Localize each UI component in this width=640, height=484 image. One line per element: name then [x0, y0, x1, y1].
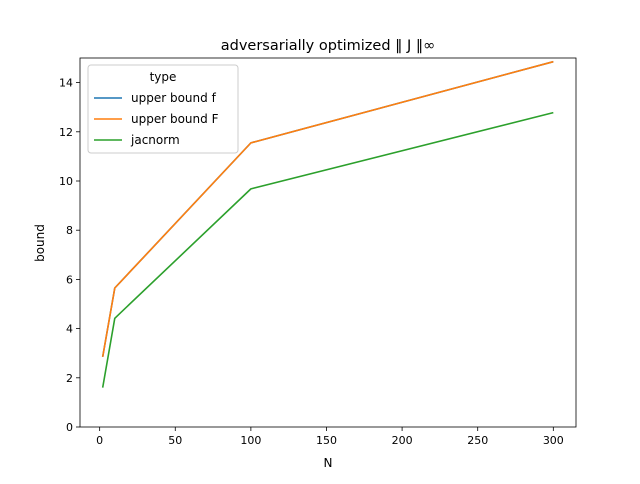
y-tick-label: 6: [66, 273, 73, 286]
y-axis: 0 2 4 6 8 10 12 14: [59, 77, 80, 434]
series-line-2: [101, 111, 554, 388]
plot-frame: [79, 57, 577, 428]
y-tick-label: 2: [66, 372, 73, 385]
x-tick-label: 300: [543, 434, 564, 447]
chart-title: adversarially optimized ‖ J ‖∞: [221, 38, 435, 54]
x-tick-label: 250: [467, 434, 488, 447]
y-tick-label: 8: [66, 224, 73, 237]
legend-label: jacnorm: [130, 133, 180, 147]
x-tick-label: 0: [96, 434, 103, 447]
legend-label: upper bound f: [131, 91, 217, 105]
x-axis-label: N: [324, 456, 333, 470]
y-tick-label: 0: [66, 421, 73, 434]
y-tick-label: 10: [59, 175, 73, 188]
y-tick-label: 4: [66, 323, 73, 336]
x-tick-label: 150: [316, 434, 337, 447]
y-axis-label: bound: [33, 224, 47, 262]
legend-title: type: [150, 70, 177, 84]
x-axis: 0 50 100 150 200 250 300: [96, 427, 564, 447]
plot-area: [101, 60, 554, 388]
series-line-1: [101, 60, 554, 358]
legend-box: [87, 64, 239, 154]
x-tick-label: 50: [168, 434, 182, 447]
x-tick-label: 200: [392, 434, 413, 447]
x-tick-label: 100: [240, 434, 261, 447]
y-tick-label: 14: [59, 77, 73, 90]
legend: type upper bound f upper bound F jacnorm: [87, 64, 239, 154]
legend-label: upper bound F: [131, 112, 219, 126]
y-tick-label: 12: [59, 126, 73, 139]
